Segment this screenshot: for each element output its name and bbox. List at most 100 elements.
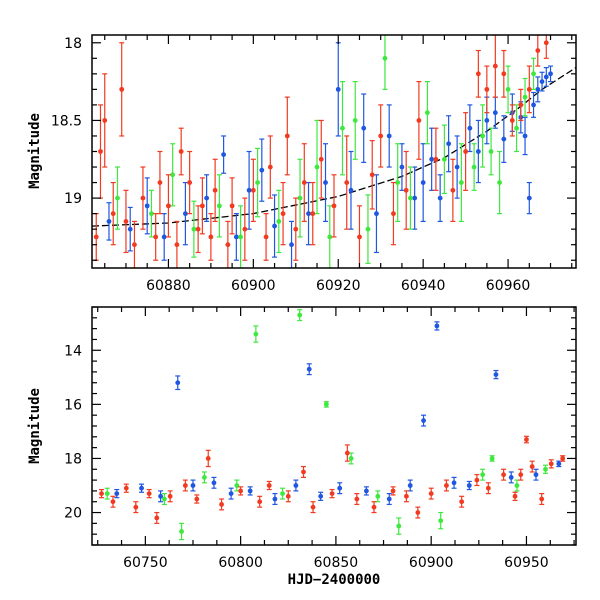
top-blue-data-point: [543, 67, 549, 87]
top-green-data-point: [407, 166, 413, 230]
top-green-data-point: [191, 200, 197, 258]
top-green-data-point: [276, 189, 282, 254]
top-x-tick-label: 60960: [486, 278, 531, 294]
top-green-data-point: [297, 158, 303, 238]
top-x-tick-label: 60940: [401, 278, 446, 294]
top-blue-data-point: [306, 181, 312, 246]
top-blue-data-point: [233, 213, 239, 261]
top-red-data-point: [250, 158, 256, 222]
bottom-red-data-point: [205, 449, 211, 468]
top-green-data-point: [497, 150, 503, 215]
top-red-data-point: [140, 166, 146, 230]
bottom-blue-data-point: [139, 483, 145, 493]
bottom-panel: 60750 60800 60850 60900 60950 14 16 18 20 Magnit…: [27, 306, 577, 588]
bottom-x-tick-label: 60950: [504, 555, 549, 571]
bottom-green-data-point: [253, 325, 259, 343]
bottom-red-data-point: [154, 511, 160, 524]
top-panel: 60880 60900 60920 60940 60960 18 18.5 19 Magnit…: [27, 34, 577, 294]
top-y-tick-label: 18: [64, 36, 82, 52]
bottom-blue-data-point: [493, 369, 499, 380]
top-red-data-point: [318, 119, 324, 199]
bottom-red-data-point: [485, 482, 491, 495]
top-blue-data-point: [323, 143, 329, 222]
bottom-green-data-point: [514, 479, 520, 492]
bottom-blue-data-point: [508, 471, 514, 484]
bottom-plot-area: [99, 309, 566, 541]
top-blue-data-point: [127, 206, 133, 252]
top-red-data-point: [301, 143, 307, 222]
top-blue-data-point: [420, 143, 426, 222]
top-red-data-point: [165, 174, 171, 238]
bottom-blue-data-point: [190, 479, 196, 492]
top-red-data-point: [463, 112, 469, 191]
top-red-data-point: [475, 49, 481, 98]
bottom-red-data-point: [99, 488, 105, 499]
top-red-data-point: [153, 213, 159, 261]
bottom-green-data-point: [348, 452, 354, 465]
bottom-red-data-point: [523, 435, 529, 444]
bottom-blue-data-point: [434, 321, 440, 331]
bottom-blue-data-point: [158, 490, 164, 503]
bottom-blue-data-point: [228, 487, 234, 500]
bottom-red-data-point: [415, 506, 421, 519]
bottom-red-data-point: [257, 495, 263, 508]
bottom-green-data-point: [201, 471, 207, 484]
top-red-data-point: [267, 135, 273, 199]
bottom-red-data-point: [167, 490, 173, 503]
top-red-data-point: [119, 42, 125, 137]
top-plot-frame: [91, 34, 577, 269]
top-red-data-point: [280, 181, 286, 246]
top-green-data-point: [424, 80, 430, 145]
bottom-axis-ticks: 60750 60800 60850 60900 60950 14 16 18 20: [64, 306, 576, 571]
top-red-data-point: [356, 205, 362, 268]
top-green-data-point: [395, 143, 401, 222]
bottom-x-tick-label: 60800: [218, 555, 263, 571]
top-blue-data-point: [531, 91, 537, 118]
bottom-red-data-point: [548, 459, 554, 469]
top-green-data-point: [170, 143, 176, 207]
bottom-red-data-point: [266, 480, 272, 491]
bottom-red-data-point: [539, 493, 545, 506]
top-red-data-point: [543, 35, 549, 59]
bottom-red-data-point: [354, 493, 360, 506]
bottom-red-data-point: [443, 479, 449, 492]
bottom-red-data-point: [529, 460, 535, 473]
bottom-red-data-point: [371, 501, 377, 514]
bottom-blue-data-point: [533, 468, 539, 481]
top-green-data-point: [458, 143, 464, 222]
bottom-red-data-point: [428, 487, 434, 500]
top-red-data-point: [433, 127, 439, 191]
top-red-data-point: [263, 213, 269, 261]
top-red-data-point: [93, 213, 99, 261]
top-red-data-point: [518, 88, 524, 122]
top-y-tick-label: 18.5: [51, 113, 82, 129]
top-green-data-point: [522, 77, 528, 117]
bottom-green-data-point: [543, 464, 549, 474]
top-red-data-point: [195, 205, 201, 254]
top-blue-data-point: [272, 194, 278, 258]
top-blue-data-point: [522, 116, 528, 156]
bottom-y-tick-label: 20: [64, 506, 82, 522]
top-green-data-point: [514, 104, 520, 153]
top-green-data-point: [531, 57, 537, 90]
bottom-blue-data-point: [466, 480, 472, 491]
top-y-axis-title: Magnitude: [27, 113, 43, 189]
top-green-data-point: [314, 119, 320, 215]
top-blue-data-point: [161, 213, 167, 261]
top-blue-data-point: [246, 150, 252, 230]
top-red-data-point: [509, 104, 515, 137]
top-red-data-point: [416, 80, 422, 160]
top-red-data-point: [484, 65, 490, 114]
bottom-red-data-point: [512, 491, 518, 501]
top-red-data-point: [187, 150, 193, 215]
top-blue-data-point: [361, 93, 367, 163]
top-blue-data-point: [182, 181, 188, 246]
top-green-data-point: [505, 65, 511, 114]
top-red-data-point: [102, 73, 108, 168]
top-red-data-point: [331, 174, 337, 238]
bottom-red-data-point: [329, 488, 335, 499]
top-red-data-point: [157, 150, 163, 215]
top-red-data-point: [131, 220, 137, 268]
top-blue-data-point: [335, 42, 341, 137]
